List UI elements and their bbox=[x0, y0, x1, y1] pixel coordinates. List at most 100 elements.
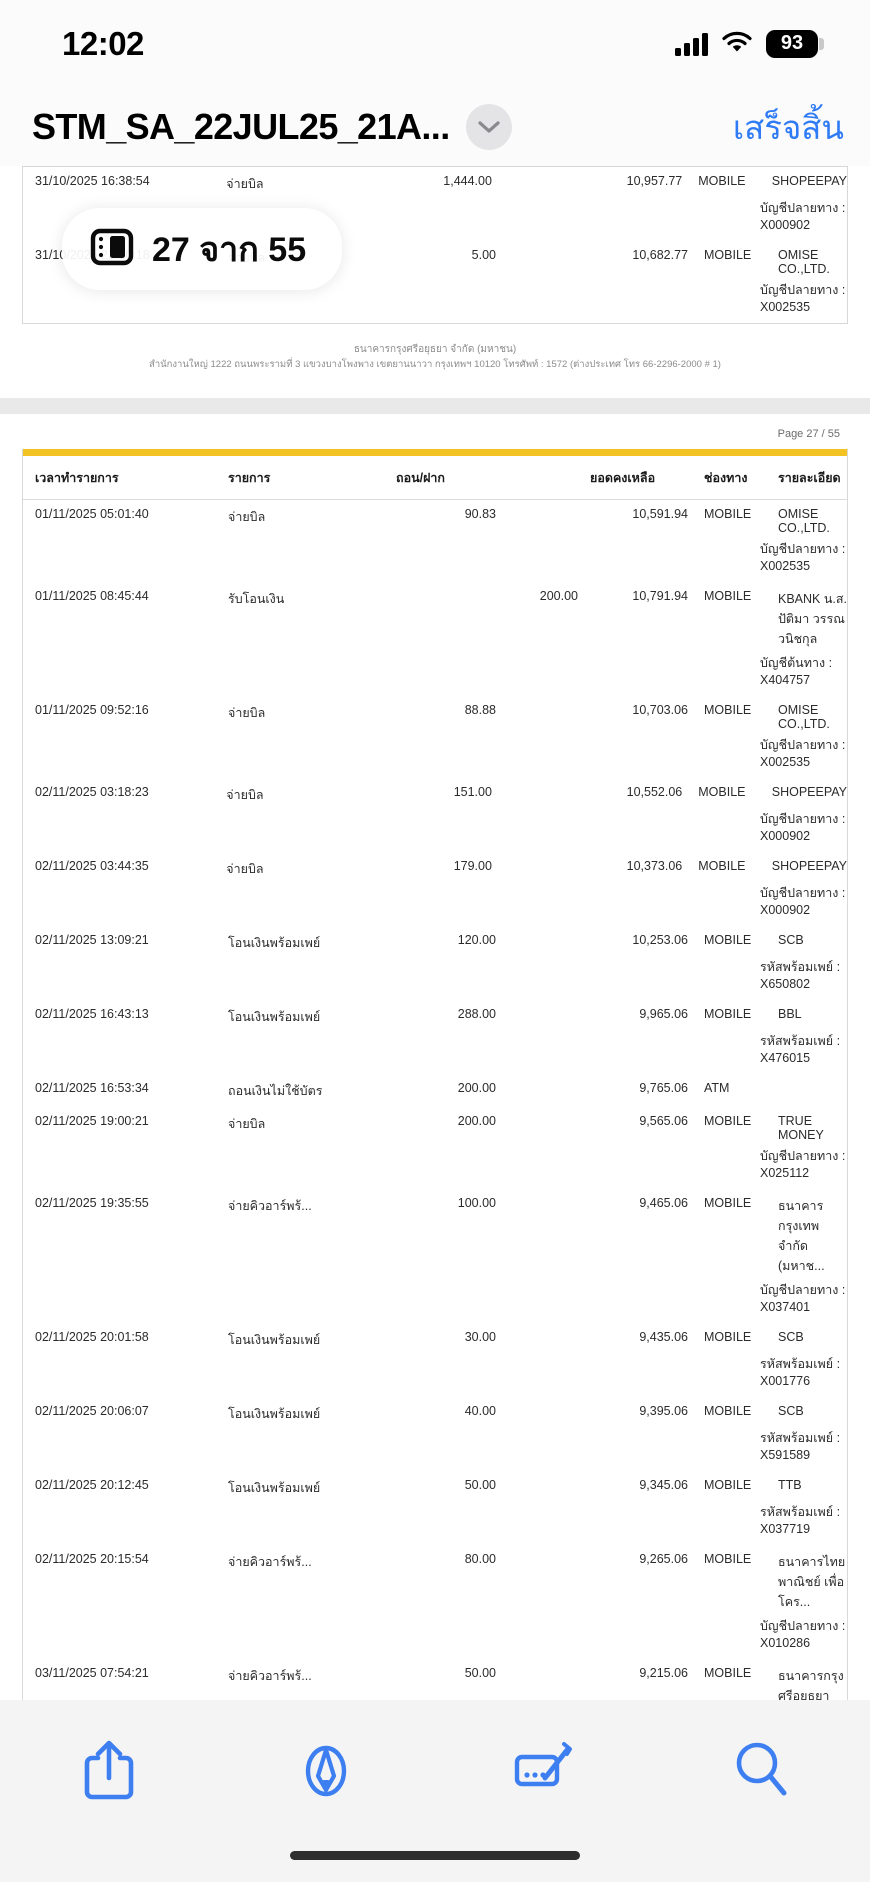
cell-time: 31/10/2025 16:38:54 bbox=[35, 174, 150, 188]
document-scroll-area[interactable]: 31/10/2025 16:38:54 จ่ายบิล 1,444.00 10,957… bbox=[0, 166, 870, 1700]
cell-channel: MOBILE bbox=[704, 703, 752, 718]
cell-amount: 179.00 bbox=[453, 859, 492, 874]
cell-details: ธนาคารกรุงศรีอยุธยา สำหรั... bbox=[778, 1669, 844, 1700]
cell-channel: MOBILE bbox=[704, 248, 752, 262]
markup-button[interactable] bbox=[271, 1738, 381, 1809]
cell-details: SHOPEEPAY bbox=[771, 785, 848, 800]
cell-deposit: 200.00 bbox=[539, 589, 578, 604]
cell-description: จ่ายบิล bbox=[226, 177, 264, 191]
cell-amount bbox=[388, 582, 496, 649]
cell-description: รับโอนเงิน bbox=[228, 592, 285, 607]
cell-amount: 50.00 bbox=[464, 1666, 496, 1681]
cell-details-sub: บัญชีปลายทาง : X025112 bbox=[760, 1149, 846, 1181]
cell-channel: MOBILE bbox=[704, 1114, 752, 1129]
cell-amount: 90.83 bbox=[464, 507, 496, 522]
cell-details-sub: บัญชีปลายทาง : X000902 bbox=[760, 201, 846, 232]
page-position-label: 27 จาก 55 bbox=[152, 231, 307, 269]
table-row: 02/11/2025 19:35:55 จ่ายคิวอาร์พร้... 100.… bbox=[23, 1189, 847, 1323]
cell-channel: MOBILE bbox=[704, 589, 752, 604]
cell-details: ธนาคารไทยพาณิชย์ เพื่อโคร... bbox=[778, 1555, 846, 1610]
cell-details-sub: บัญชีปลายทาง : X002535 bbox=[760, 738, 846, 770]
cell-balance: 10,253.06 bbox=[632, 933, 688, 948]
cell-amount: 200.00 bbox=[457, 1114, 496, 1129]
cell-balance: 9,965.06 bbox=[639, 1007, 688, 1022]
cell-details-sub: รหัสพร้อมเพย์ : X037719 bbox=[760, 1505, 841, 1537]
cell-description: จ่ายบิล bbox=[228, 510, 266, 525]
cell-description: จ่ายคิวอาร์พร้... bbox=[228, 1669, 312, 1684]
cell-deposit bbox=[496, 1545, 578, 1612]
cell-channel: MOBILE bbox=[704, 1404, 752, 1419]
cell-description: โอนเงินพร้อมเพย์ bbox=[228, 1333, 321, 1348]
cell-balance: 9,345.06 bbox=[639, 1478, 688, 1493]
cell-balance: 10,957.77 bbox=[626, 174, 683, 188]
cell-deposit bbox=[496, 1189, 578, 1276]
page-title: STM_SA_22JUL25_21A... bbox=[32, 106, 450, 147]
cell-channel: ATM bbox=[704, 1081, 730, 1096]
home-indicator bbox=[290, 1851, 580, 1860]
cell-details: SCB bbox=[778, 1404, 804, 1419]
cell-time: 02/11/2025 03:44:35 bbox=[35, 859, 149, 874]
cell-description: จ่ายบิล bbox=[228, 706, 266, 721]
cell-description: โอนเงินพร้อมเพย์ bbox=[228, 1407, 321, 1422]
cell-deposit bbox=[496, 1323, 578, 1350]
cell-amount: 1,444.00 bbox=[443, 174, 492, 188]
share-button[interactable] bbox=[54, 1738, 164, 1809]
cell-balance: 10,373.06 bbox=[626, 859, 683, 874]
cell-details-sub: รหัสพร้อมเพย์ : X001776 bbox=[760, 1357, 841, 1389]
column-header-details: รายละเอียด bbox=[778, 471, 841, 486]
cell-details: OMISE CO.,LTD. bbox=[778, 703, 830, 732]
cell-description: โอนเงินพร้อมเพย์ bbox=[228, 1481, 321, 1496]
navigation-bar: STM_SA_22JUL25_21A... เสร็จสิ้น bbox=[0, 88, 870, 166]
cell-deposit bbox=[496, 500, 578, 535]
done-button[interactable]: เสร็จสิ้น bbox=[732, 108, 844, 146]
page-position-indicator: 27 จาก 55 bbox=[62, 208, 343, 290]
bottom-toolbar bbox=[0, 1700, 870, 1882]
cell-description: จ่ายคิวอาร์พร้... bbox=[228, 1555, 312, 1570]
cell-channel: MOBILE bbox=[704, 1552, 752, 1567]
table-row-main: 02/11/2025 20:01:58 โอนเงินพร้อมเพย์ 30.00… bbox=[23, 1323, 847, 1350]
cell-balance: 10,552.06 bbox=[626, 785, 683, 800]
cell-channel: MOBILE bbox=[704, 1478, 752, 1493]
cell-deposit bbox=[496, 241, 578, 276]
column-header-time: เวลาทำรายการ bbox=[35, 471, 119, 486]
cell-time: 02/11/2025 16:53:34 bbox=[35, 1081, 149, 1096]
cell-deposit bbox=[496, 1659, 578, 1700]
cell-details: OMISE CO.,LTD. bbox=[778, 507, 830, 536]
cell-channel: MOBILE bbox=[704, 933, 752, 948]
cell-channel: MOBILE bbox=[704, 1196, 752, 1211]
cell-details-sub: บัญชีปลายทาง : X002535 bbox=[760, 283, 846, 314]
search-icon bbox=[732, 1738, 790, 1805]
table-row: 02/11/2025 19:00:21 จ่ายบิล 200.00 9,565.06… bbox=[23, 1107, 847, 1189]
cell-channel: MOBILE bbox=[704, 1666, 752, 1681]
cell-details: SCB bbox=[778, 933, 804, 948]
signal-bars-icon bbox=[675, 32, 708, 56]
column-header-channel: ช่องทาง bbox=[704, 471, 748, 486]
cell-details: SCB bbox=[778, 1330, 804, 1345]
cell-amount: 50.00 bbox=[464, 1478, 496, 1493]
annotate-button[interactable] bbox=[489, 1738, 599, 1809]
table-row-main: 02/11/2025 16:43:13 โอนเงินพร้อมเพย์ 288.0… bbox=[23, 1000, 847, 1027]
cell-balance: 9,395.06 bbox=[639, 1404, 688, 1419]
status-time: 12:02 bbox=[62, 25, 144, 62]
table-row: 01/11/2025 05:01:40 จ่ายบิล 90.83 10,591.94… bbox=[23, 500, 847, 582]
cell-details-sub: บัญชีปลายทาง : X002535 bbox=[760, 542, 846, 574]
cell-deposit bbox=[496, 1471, 578, 1498]
table-row-main: 31/10/2025 16:38:54 จ่ายบิล 1,444.00 10,957… bbox=[23, 167, 847, 194]
table-row: 01/11/2025 08:45:44 รับโอนเงิน 200.00 10,79… bbox=[23, 582, 847, 696]
page-number-label: Page 27 / 55 bbox=[777, 428, 840, 441]
cell-deposit bbox=[496, 1107, 578, 1142]
search-button[interactable] bbox=[706, 1738, 816, 1805]
table-row: 31/10/2025 16:38:54 จ่ายบิล 1,444.00 10,957… bbox=[23, 167, 847, 241]
cell-details bbox=[760, 1074, 847, 1101]
cell-time: 02/11/2025 13:09:21 bbox=[35, 933, 149, 948]
table-header-row: เวลาทำรายการ รายการ ถอน/ฝาก ยอดคงเหลือ ช… bbox=[23, 456, 847, 501]
cell-amount: 200.00 bbox=[457, 1081, 496, 1096]
table-row: 01/11/2025 09:52:16 จ่ายบิล 88.88 10,703.06… bbox=[23, 696, 847, 778]
cell-amount: 100.00 bbox=[457, 1196, 496, 1211]
transaction-table: เวลาทำรายการ รายการ ถอน/ฝาก ยอดคงเหลือ ช… bbox=[22, 449, 848, 1700]
cell-details-sub: รหัสพร้อมเพย์ : X650802 bbox=[760, 960, 841, 992]
cell-time: 02/11/2025 20:01:58 bbox=[35, 1330, 149, 1345]
cell-time: 02/11/2025 03:18:23 bbox=[35, 785, 149, 800]
chevron-down-icon[interactable] bbox=[465, 104, 512, 150]
cell-details-sub: บัญชีปลายทาง : X037401 bbox=[760, 1283, 846, 1315]
